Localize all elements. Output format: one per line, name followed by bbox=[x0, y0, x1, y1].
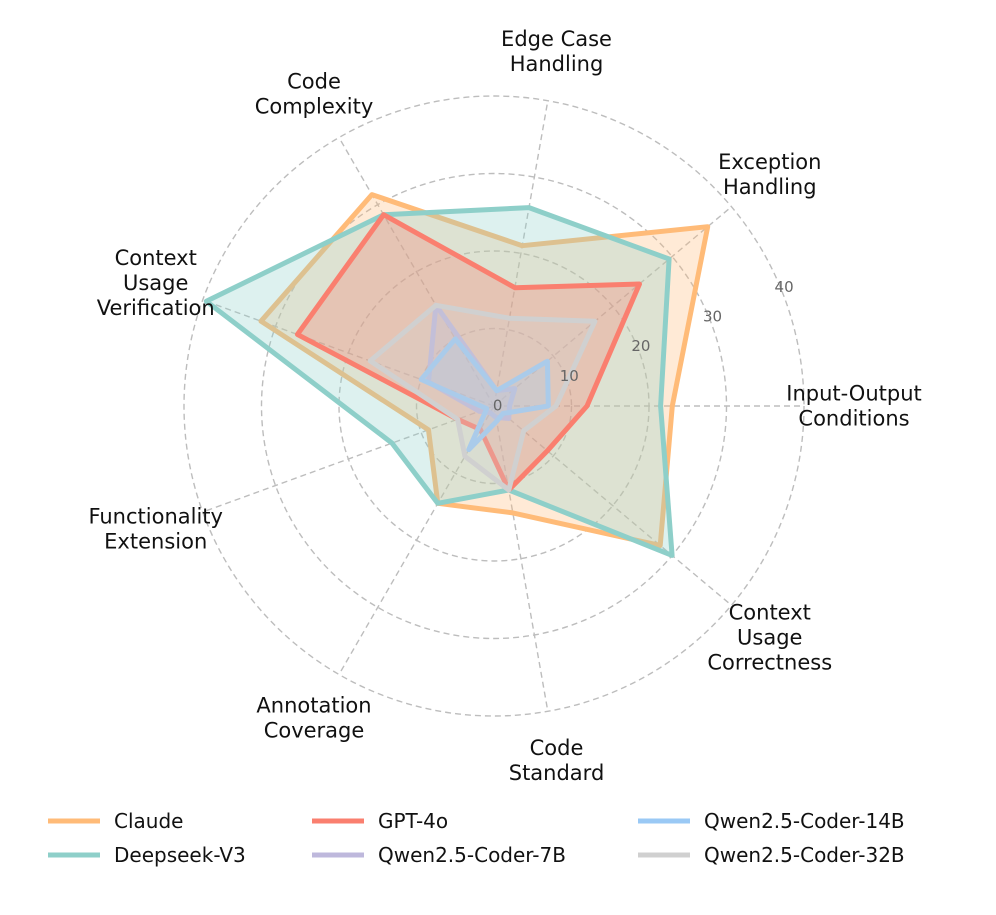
series-fill bbox=[421, 338, 549, 450]
series-fill bbox=[370, 305, 595, 490]
axis-label-line: Verification bbox=[97, 296, 215, 320]
radial-tick-label: 40 bbox=[775, 278, 794, 296]
radial-tick-label: 20 bbox=[631, 337, 650, 355]
grid-spoke bbox=[493, 405, 549, 712]
axis-label-line: Coverage bbox=[264, 718, 365, 742]
axis-label-line: Usage bbox=[123, 271, 188, 295]
axis-label: Edge Case Handling bbox=[501, 27, 612, 76]
axis-label-line: Correctness bbox=[707, 650, 832, 674]
legend-label: Qwen2.5-Coder-32B bbox=[704, 843, 905, 867]
radial-tick-label: 30 bbox=[703, 307, 722, 325]
legend: Claude Deepseek-V3 GPT-4o Qwen2.5-Coder-7B Q… bbox=[48, 809, 905, 867]
series-fill bbox=[206, 207, 673, 556]
grid-spoke bbox=[338, 137, 495, 407]
axis-label-line: Handling bbox=[510, 52, 604, 76]
axis-label-line: Input-Output bbox=[786, 382, 922, 406]
axis-label-line: Complexity bbox=[255, 95, 374, 119]
axis-label-line: Annotation bbox=[256, 693, 371, 717]
axis-label-line: Extension bbox=[104, 530, 207, 554]
axis-label-line: Exception bbox=[718, 150, 821, 174]
axis-label: Annotation Coverage bbox=[256, 693, 371, 742]
legend-label: Claude bbox=[114, 809, 183, 833]
radial-ticks: 0 10 20 30 40 bbox=[493, 278, 794, 415]
grid-spoke bbox=[493, 405, 732, 606]
axis-label-line: Edge Case bbox=[501, 27, 612, 51]
series-line bbox=[294, 212, 642, 493]
grid-circle bbox=[183, 95, 805, 717]
grid-spoke bbox=[493, 206, 732, 407]
axis-label-line: Code bbox=[530, 736, 584, 760]
axis-label-line: Code bbox=[287, 70, 341, 94]
series-line bbox=[258, 192, 711, 548]
axis-label: Context Usage Verification bbox=[97, 246, 215, 320]
series-line bbox=[203, 205, 675, 558]
grid-circle bbox=[415, 327, 573, 485]
grid-spoke bbox=[493, 100, 549, 407]
grid-spoke bbox=[202, 405, 495, 513]
legend-label: Deepseek-V3 bbox=[114, 843, 246, 867]
radial-tick-label: 0 bbox=[493, 396, 503, 414]
legend-label: Qwen2.5-Coder-14B bbox=[704, 809, 905, 833]
axis-label-line: Usage bbox=[737, 625, 802, 649]
axis-label: Code Standard bbox=[509, 736, 605, 785]
axis-label: Functionality Extension bbox=[88, 505, 223, 554]
axis-label-line: Handling bbox=[723, 175, 817, 199]
axis-label: Code Complexity bbox=[255, 70, 374, 119]
axis-label-line: Context bbox=[115, 246, 197, 270]
axis-label-line: Conditions bbox=[798, 407, 909, 431]
radar-grid bbox=[183, 95, 805, 717]
radar-series bbox=[203, 192, 711, 558]
axis-label: Exception Handling bbox=[718, 150, 821, 199]
legend-label: Qwen2.5-Coder-7B bbox=[378, 843, 566, 867]
axis-label: Input-Output Conditions bbox=[786, 382, 922, 431]
axis-label-line: Functionality bbox=[88, 505, 223, 529]
radial-tick-label: 10 bbox=[560, 367, 579, 385]
series-line bbox=[418, 336, 551, 453]
legend-label: GPT-4o bbox=[378, 809, 448, 833]
axis-label-line: Context bbox=[729, 600, 811, 624]
axis-label-line: Standard bbox=[509, 761, 605, 785]
axis-label: Context Usage Correctness bbox=[707, 600, 832, 674]
series-line bbox=[367, 302, 598, 493]
